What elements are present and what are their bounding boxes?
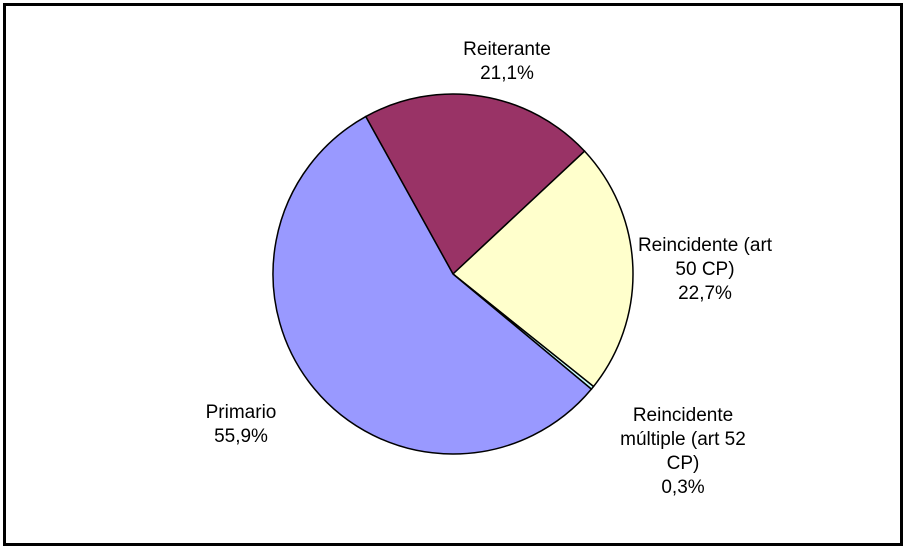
value-label: 21,1% [480, 63, 534, 84]
slice-label: Reiterante 21,1% [437, 38, 577, 86]
pie-slice [272, 115, 593, 455]
category-name: Primario [205, 402, 277, 423]
value-label: 0,3% [661, 477, 705, 498]
pie-slice [364, 93, 586, 276]
slice-label: Reincidente (art 50 CP) 22,7% [635, 234, 775, 306]
category-name: Reincidente múltiple (art 52 CP) [620, 405, 746, 474]
slice-label: Primario 55,9% [181, 401, 301, 449]
value-label: 22,7% [678, 283, 732, 304]
category-name: Reincidente (art 50 CP) [637, 235, 773, 280]
chart-frame [3, 3, 903, 546]
category-name: Reiterante [463, 39, 551, 60]
value-label: 55,9% [214, 426, 268, 447]
pie-slice [451, 150, 634, 388]
slice-label: Reincidente múltiple (art 52 CP) 0,3% [618, 404, 748, 500]
